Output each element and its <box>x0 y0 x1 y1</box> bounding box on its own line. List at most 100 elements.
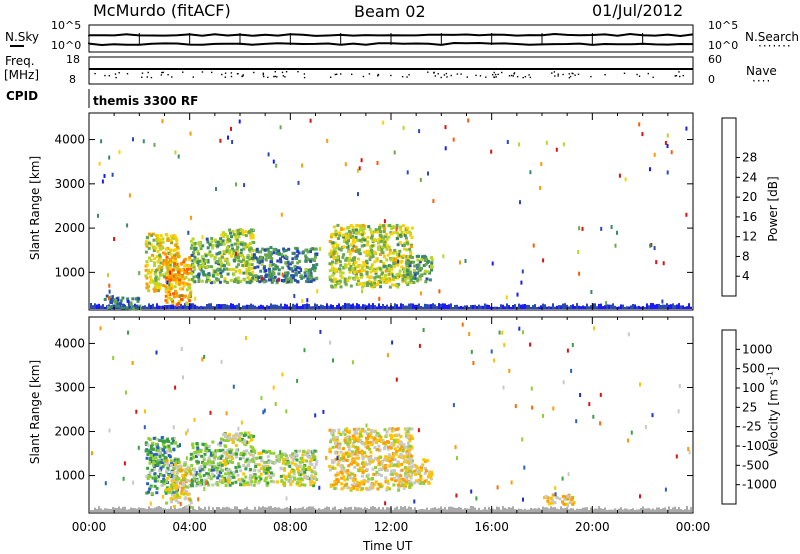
echo-cell <box>185 263 189 267</box>
scatter-cell <box>530 386 533 391</box>
echo-cell <box>219 456 223 460</box>
ground-scatter-cell <box>430 304 432 309</box>
echo-cell <box>407 255 411 259</box>
echo-cell <box>359 430 363 434</box>
echo-cell <box>386 479 389 483</box>
echo-cell <box>228 228 232 232</box>
ground-scatter-cell <box>548 508 550 512</box>
nave-point <box>501 71 503 74</box>
ground-scatter-cell <box>438 303 440 309</box>
echo-cell <box>136 299 140 303</box>
scatter-cell <box>540 162 543 167</box>
ground-scatter-cell <box>512 305 514 309</box>
echo-cell <box>336 473 340 477</box>
nave-point <box>513 73 515 75</box>
ground-scatter-cell <box>224 304 226 309</box>
ground-scatter-cell <box>648 305 650 309</box>
echo-cell <box>379 485 383 489</box>
echo-cell <box>401 454 405 458</box>
echo-cell <box>169 297 173 301</box>
ground-scatter-cell <box>316 509 318 512</box>
echo-cell <box>266 275 270 279</box>
echo-cell <box>129 303 133 306</box>
ground-scatter-cell <box>376 306 378 309</box>
scatter-cell <box>234 251 237 256</box>
echo-cell <box>304 254 308 258</box>
echo-cell <box>231 457 234 461</box>
echo-cell <box>343 458 347 462</box>
echo-cell <box>166 236 170 240</box>
echo-cell <box>231 453 235 457</box>
echo-cell <box>331 433 335 437</box>
echo-cell <box>546 496 550 500</box>
echo-cell <box>170 500 174 504</box>
echo-cell <box>395 450 399 453</box>
echo-cell <box>331 244 335 248</box>
ground-scatter-cell <box>452 507 454 512</box>
scatter-cell <box>297 180 300 185</box>
echo-cell <box>362 231 366 235</box>
scatter-cell <box>577 250 580 254</box>
echo-cell <box>310 474 314 478</box>
ground-scatter-cell <box>110 509 112 512</box>
echo-cell <box>176 246 180 250</box>
echo-cell <box>246 256 250 259</box>
echo-cell <box>169 252 173 256</box>
echo-cell <box>412 281 416 284</box>
ground-scatter-cell <box>302 506 304 512</box>
echo-cell <box>413 463 417 467</box>
ground-scatter-cell <box>676 304 678 309</box>
echo-cell <box>172 236 176 240</box>
freq-label: Freq. <box>5 54 35 68</box>
echo-cell <box>257 276 261 280</box>
echo-cell <box>164 272 168 276</box>
ground-scatter-cell <box>494 306 496 309</box>
echo-cell <box>397 463 401 467</box>
ground-scatter-cell <box>464 305 466 309</box>
ground-scatter-cell <box>400 303 402 309</box>
ground-scatter-cell <box>422 509 424 512</box>
scatter-cell <box>688 450 691 455</box>
echo-cell <box>164 289 168 293</box>
echo-cell <box>259 250 263 254</box>
ground-scatter-cell <box>598 506 600 512</box>
nave-point <box>285 71 288 73</box>
ground-scatter-cell <box>636 509 638 512</box>
ground-scatter-cell <box>302 304 304 309</box>
ground-scatter-cell <box>296 303 298 309</box>
ground-scatter-cell <box>174 305 176 309</box>
nave-point <box>221 73 223 76</box>
ground-scatter-cell <box>572 508 574 512</box>
echo-cell <box>225 258 229 262</box>
echo-cell <box>353 271 357 274</box>
ground-scatter-cell <box>520 509 522 512</box>
scatter-cell <box>461 322 464 327</box>
echo-cell <box>280 254 284 258</box>
echo-cell <box>222 231 225 235</box>
ground-scatter-cell <box>236 506 238 512</box>
ground-scatter-cell <box>232 303 234 309</box>
echo-cell <box>219 271 223 275</box>
echo-cell <box>383 277 387 281</box>
echo-cell <box>428 271 432 275</box>
ground-scatter-cell <box>282 306 284 309</box>
ground-scatter-cell <box>280 508 282 512</box>
echo-cell <box>377 247 380 251</box>
echo-cell <box>390 227 394 231</box>
echo-cell <box>354 249 358 253</box>
ground-scatter-cell <box>354 305 356 309</box>
ground-scatter-cell <box>528 304 530 309</box>
ground-scatter-cell <box>360 306 362 309</box>
scatter-cell <box>316 289 319 294</box>
ground-scatter-cell <box>528 509 530 512</box>
echo-cell <box>231 481 234 485</box>
ground-scatter-cell <box>406 508 408 512</box>
nave-point <box>160 74 163 76</box>
echo-cell <box>145 286 149 290</box>
echo-cell <box>328 262 332 266</box>
echo-cell <box>244 234 248 238</box>
echo-cell <box>233 470 237 474</box>
ground-scatter-cell <box>566 507 568 512</box>
echo-cell <box>376 438 380 442</box>
echo-cell <box>376 283 379 287</box>
